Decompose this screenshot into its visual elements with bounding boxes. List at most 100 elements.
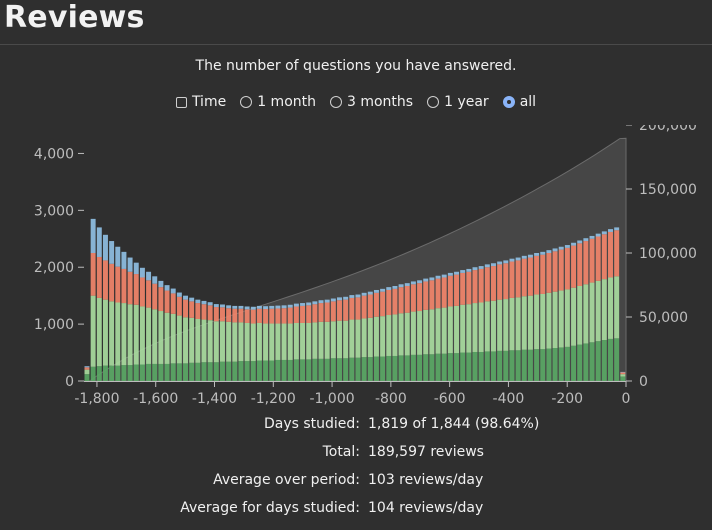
bar-young-82 — [589, 282, 595, 343]
bar-young-13 — [164, 312, 170, 364]
bar-learn-14 — [170, 288, 176, 294]
bar-learn-71 — [521, 255, 527, 259]
time-checkbox-option[interactable]: Time — [175, 94, 226, 110]
bar-mature-77 — [558, 347, 564, 381]
range-1-month-option[interactable]: 1 month — [240, 94, 316, 110]
page-title: Reviews — [4, 0, 145, 35]
bar-relearn-42 — [343, 299, 349, 321]
bar-young-5 — [115, 302, 121, 366]
bar-young-86 — [614, 276, 620, 339]
bar-mature-58 — [441, 353, 447, 381]
bar-mature-41 — [337, 358, 342, 381]
bar-learn-62 — [466, 268, 472, 272]
range-3-months-label: 3 months — [347, 94, 414, 110]
bar-relearn-22 — [220, 307, 225, 322]
bar-relearn-72 — [527, 257, 533, 296]
x-tick-label-8: -200 — [551, 391, 583, 407]
bar-mature-55 — [423, 354, 429, 381]
bar-mature-4 — [109, 365, 115, 381]
bar-learn-80 — [577, 240, 583, 244]
bar-mature-84 — [601, 340, 607, 381]
bar-relearn-68 — [503, 263, 509, 300]
bar-relearn-47 — [373, 292, 379, 317]
cumulative-layer — [83, 137, 627, 382]
bar-relearn-6 — [121, 268, 127, 304]
bar-mature-0 — [84, 374, 90, 381]
bar-mature-74 — [540, 349, 546, 381]
bar-mature-14 — [170, 363, 176, 381]
bar-learn-54 — [417, 280, 423, 284]
axes-layer: -1,800 -1,600 -1,400 -1,200 -1,000 -800 -600 -4… — [34, 125, 697, 407]
range-1-year-label: 1 year — [444, 94, 489, 110]
bar-learn-3 — [102, 234, 108, 261]
range-all-option[interactable]: all — [502, 94, 536, 110]
bar-young-62 — [466, 304, 472, 353]
bar-relearn-17 — [189, 301, 195, 318]
bar-young-70 — [515, 297, 521, 351]
bar-relearn-10 — [146, 280, 152, 308]
bar-relearn-41 — [337, 300, 342, 321]
bar-mature-16 — [183, 363, 189, 381]
bar-learn-83 — [595, 233, 601, 237]
bar-young-75 — [546, 292, 552, 349]
bar-mature-12 — [158, 363, 164, 381]
x-tick-label-2: -1,400 — [192, 391, 237, 407]
bar-mature-6 — [121, 365, 127, 381]
bar-learn-47 — [373, 289, 379, 293]
bar-mature-52 — [404, 355, 410, 381]
bar-young-76 — [552, 291, 558, 348]
bar-mature-83 — [595, 341, 601, 381]
y-right-tick-label-1: 50,000 — [639, 310, 688, 326]
range-3-months-option[interactable]: 3 months — [330, 94, 413, 110]
bar-learn-42 — [343, 296, 349, 300]
bar-young-29 — [263, 323, 269, 361]
bar-young-41 — [337, 320, 342, 359]
bar-young-44 — [355, 319, 361, 358]
bar-mature-80 — [577, 344, 583, 381]
range-1-month-radio[interactable] — [240, 96, 253, 108]
cumulative-area — [83, 137, 627, 382]
bar-learn-79 — [571, 242, 577, 246]
bar-mature-86 — [614, 338, 620, 381]
bar-young-67 — [497, 299, 503, 351]
bar-young-68 — [503, 299, 509, 351]
bar-mature-66 — [491, 351, 496, 381]
bar-young-73 — [534, 294, 540, 350]
range-1-year-radio[interactable] — [427, 96, 440, 108]
bar-relearn-49 — [386, 289, 392, 316]
bar-young-58 — [441, 307, 447, 354]
bar-young-12 — [158, 311, 164, 364]
bar-relearn-62 — [466, 271, 472, 305]
bar-young-0 — [84, 369, 90, 375]
bar-mature-28 — [256, 360, 262, 381]
x-tick-label-6: -600 — [434, 391, 466, 407]
bar-learn-65 — [484, 264, 490, 268]
y-right-tick-label-0: 0 — [639, 374, 648, 390]
bar-relearn-86 — [614, 230, 620, 277]
bar-mature-71 — [521, 349, 527, 381]
x-tick-label-7: -400 — [493, 391, 525, 407]
bar-young-52 — [404, 312, 410, 356]
range-3-months-radio[interactable] — [330, 96, 342, 108]
bar-learn-16 — [183, 295, 189, 300]
bar-mature-36 — [306, 359, 312, 381]
bar-young-16 — [183, 317, 189, 364]
bar-learn-77 — [558, 246, 564, 250]
bar-young-18 — [195, 318, 201, 363]
bar-mature-81 — [583, 343, 589, 381]
bar-learn-74 — [540, 251, 546, 255]
bar-relearn-84 — [601, 234, 607, 280]
bar-learn-87 — [620, 371, 626, 373]
bar-learn-12 — [158, 280, 164, 288]
bar-young-74 — [540, 293, 546, 350]
range-all-radio[interactable] — [502, 96, 515, 108]
bar-relearn-7 — [127, 271, 133, 305]
bar-young-50 — [392, 314, 398, 356]
bar-learn-48 — [380, 288, 386, 292]
bar-relearn-21 — [213, 307, 219, 322]
time-checkbox[interactable] — [175, 96, 187, 108]
bar-young-27 — [250, 323, 256, 362]
bar-learn-24 — [232, 305, 238, 309]
bar-relearn-25 — [238, 308, 244, 323]
range-1-year-option[interactable]: 1 year — [427, 94, 489, 110]
